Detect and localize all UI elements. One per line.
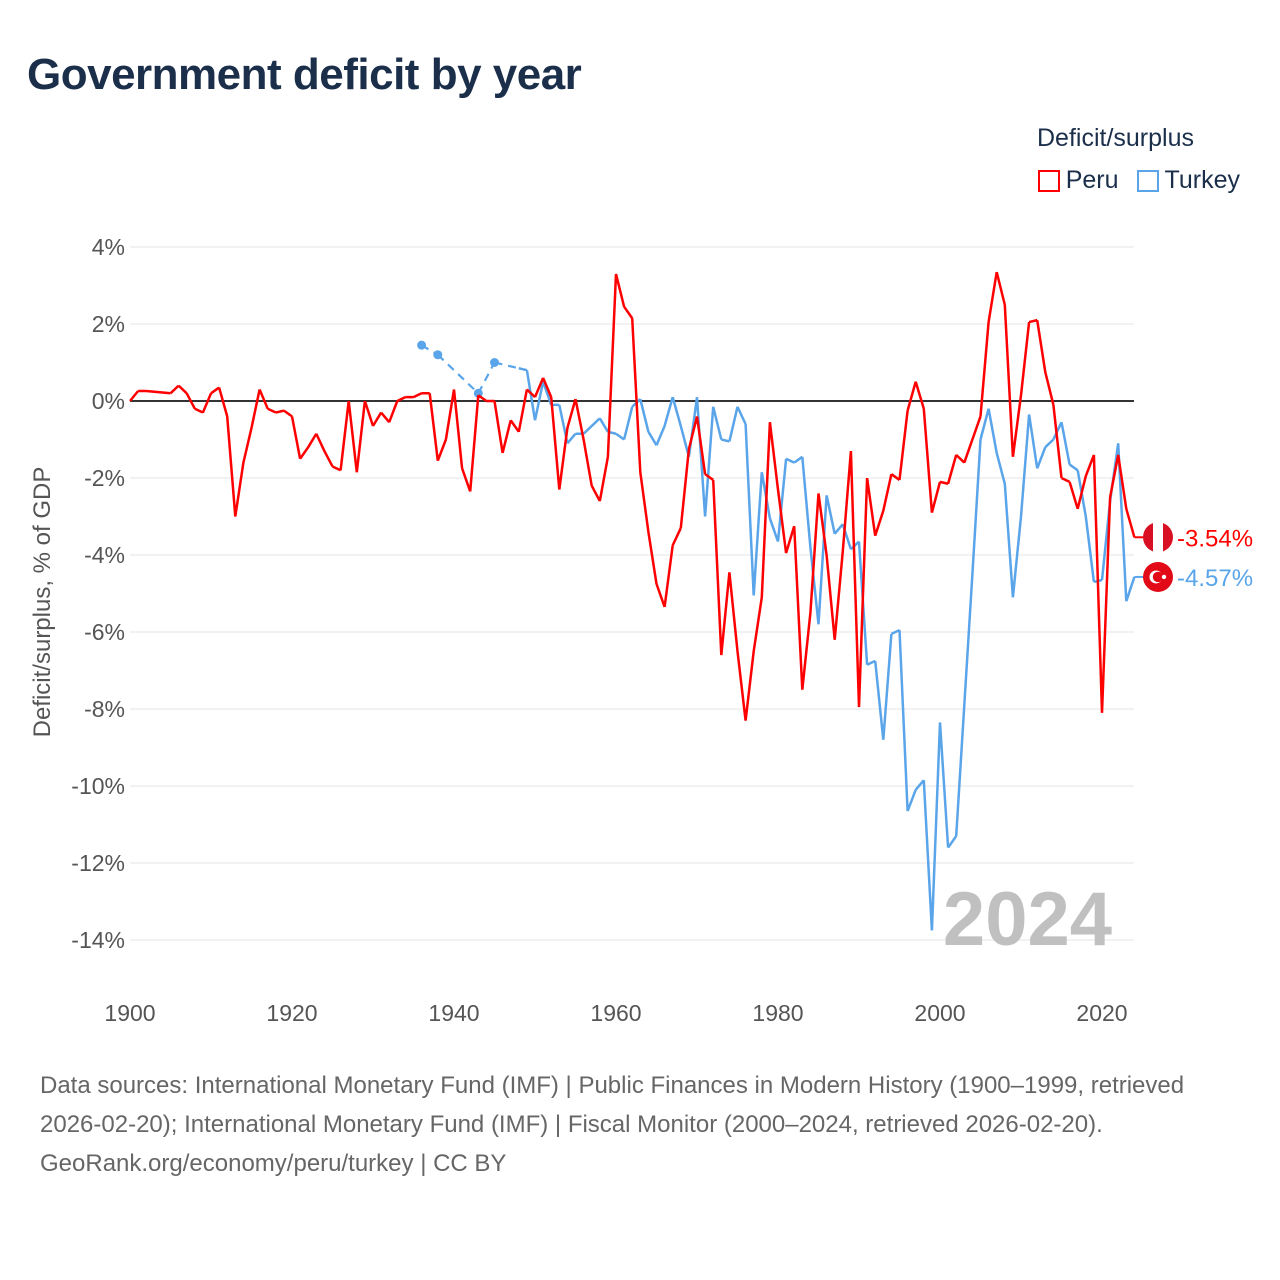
- line-chart: 4%2%0%-2%-4%-6%-8%-10%-12%-14% 1900 1920 1…: [29, 234, 1253, 1026]
- series-line-turkey: [518, 367, 1136, 931]
- y-tick-label: -2%: [84, 465, 125, 491]
- legend-label-turkey: Turkey: [1164, 166, 1240, 194]
- y-axis-label: Deficit/surplus, % of GDP: [29, 467, 56, 738]
- legend-item-peru[interactable]: Peru: [1037, 166, 1119, 195]
- legend-title: Deficit/surplus: [1037, 124, 1194, 152]
- credit-link[interactable]: GeoRank.org/economy/peru/turkey | CC BY: [40, 1150, 507, 1177]
- peru-flag-icon: [1143, 522, 1173, 553]
- data-point-turkey: [490, 358, 499, 367]
- y-tick-label: -4%: [84, 542, 125, 568]
- y-tick-label: -10%: [71, 773, 125, 799]
- data-point-turkey: [417, 340, 427, 350]
- legend: Peru Turkey: [1037, 166, 1240, 195]
- gridlines: [130, 246, 1134, 941]
- legend-swatch-turkey: [1136, 169, 1159, 192]
- crescent-inner: [1152, 571, 1164, 583]
- y-tick-label: -12%: [71, 850, 125, 876]
- legend-label-peru: Peru: [1065, 166, 1119, 194]
- x-tick-label: 1960: [590, 1000, 641, 1026]
- footer: Data sources: International Monetary Fun…: [40, 1066, 1240, 1183]
- data-point-turkey: [433, 350, 443, 360]
- y-tick-label: -6%: [84, 619, 125, 645]
- series-lines: [129, 271, 1136, 931]
- flag-red-right: [1163, 522, 1173, 553]
- data-sources: Data sources: International Monetary Fun…: [40, 1072, 1185, 1138]
- y-tick-label: 4%: [92, 234, 125, 260]
- x-tick-label: 1900: [104, 1000, 155, 1026]
- end-label-peru: -3.54%: [1177, 525, 1253, 552]
- turkey-flag-icon: [1143, 561, 1173, 592]
- flag-red-left: [1143, 522, 1153, 553]
- x-tick-label: 1980: [752, 1000, 803, 1026]
- x-tick-label: 2020: [1076, 1000, 1127, 1026]
- current-year-label: 2024: [943, 877, 1112, 962]
- y-tick-label: 2%: [92, 311, 125, 337]
- star: [1161, 574, 1167, 580]
- y-axis-ticks: 4% 2% 0% -2% -4% -6% -8% -10% -12% -14%: [71, 234, 125, 953]
- x-tick-label: 2000: [914, 1000, 965, 1026]
- legend-item-turkey[interactable]: Turkey: [1136, 166, 1240, 195]
- x-axis-ticks: 1900 1920 1940 1960 1980 2000 2020: [104, 1000, 1127, 1026]
- end-label-turkey: -4.57%: [1177, 565, 1253, 592]
- x-tick-label: 1940: [428, 1000, 479, 1026]
- end-labels: -4.57% -3.54%: [1134, 522, 1253, 592]
- x-tick-label: 1920: [266, 1000, 317, 1026]
- chart-title: Government deficit by year: [27, 50, 582, 99]
- series-line-peru: [129, 271, 1136, 721]
- legend-swatch-peru: [1037, 169, 1060, 192]
- y-tick-label: -14%: [71, 927, 125, 953]
- y-tick-label: -8%: [84, 696, 125, 722]
- y-tick-label: 0%: [92, 388, 125, 414]
